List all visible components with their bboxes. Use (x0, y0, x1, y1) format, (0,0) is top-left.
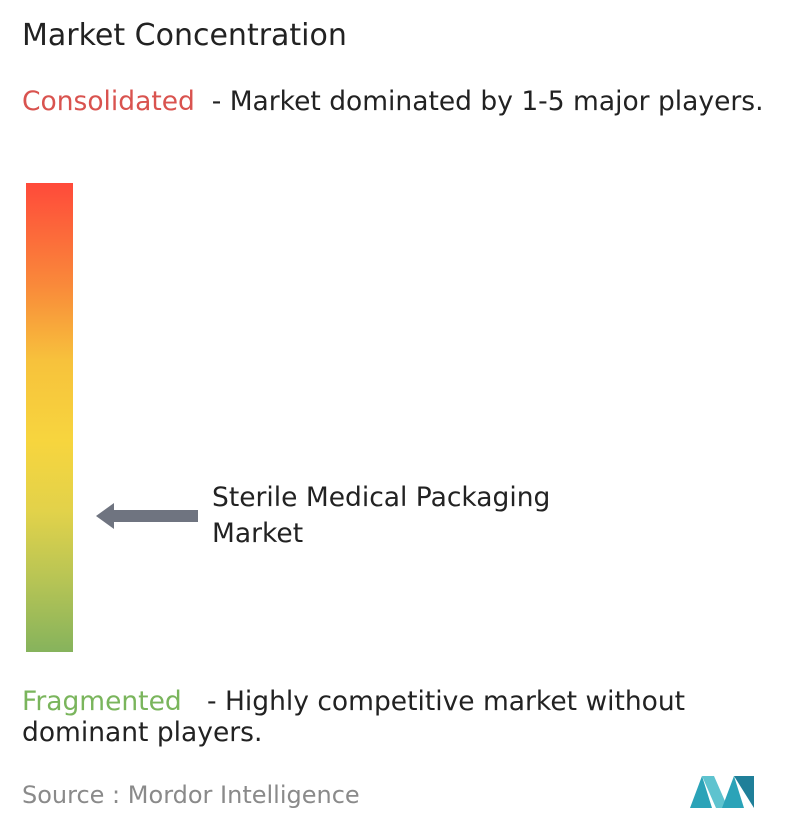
title: Market Concentration (22, 18, 347, 53)
fragmented-label: Fragmented (22, 686, 182, 717)
consolidated-description: - Market dominated by 1-5 major players. (211, 86, 764, 117)
source: Source : Mordor Intelligence (22, 781, 360, 809)
arrow (96, 503, 198, 529)
fragmented-legend: Fragmented - Highly competitive market w… (22, 686, 792, 748)
logo-shape (702, 776, 728, 808)
logo (690, 776, 754, 808)
consolidated-legend: Consolidated - Market dominated by 1-5 m… (22, 86, 792, 117)
source-label: Source : (22, 781, 121, 809)
arrow-head (96, 503, 114, 529)
fragmented-description: - Highly competitive market without domi… (22, 686, 686, 748)
consolidated-label: Consolidated (22, 86, 195, 117)
concentration-gradient (26, 183, 73, 652)
logo-shape (734, 776, 754, 808)
arrow-shaft (110, 510, 198, 522)
logo-shape (690, 776, 712, 808)
logo-shape (722, 776, 744, 808)
source-value: Mordor Intelligence (127, 781, 360, 809)
market-label: Sterile Medical Packaging Market (212, 482, 551, 549)
